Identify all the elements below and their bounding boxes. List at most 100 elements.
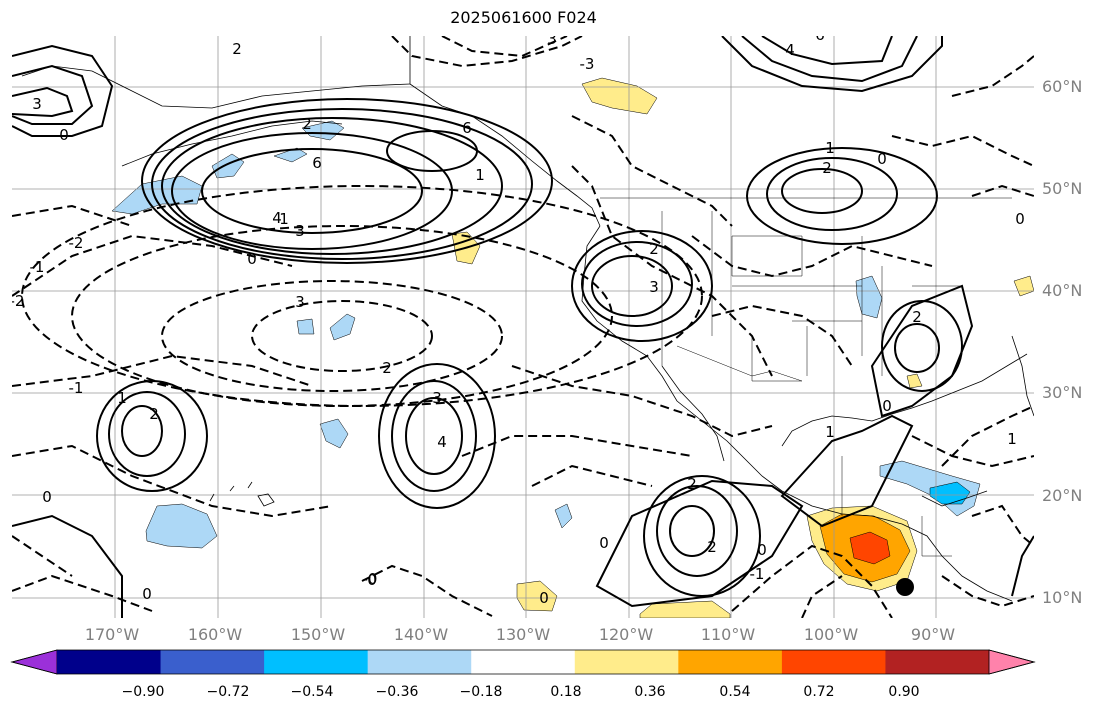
colorbar-tick: −0.18 <box>459 684 503 700</box>
colorbar-segment <box>367 650 472 674</box>
blue-patch-10 <box>855 275 883 319</box>
contour-label: -2 <box>12 292 24 310</box>
lon-label: 140°W <box>393 625 449 644</box>
colorbar-segment <box>264 650 369 674</box>
contour-label: 0 <box>247 250 257 268</box>
map-panel[interactable]: 00000000000111111222222222333333444666-1… <box>12 36 1034 618</box>
colorbar-max-extension <box>988 649 1036 675</box>
contour-label: 6 <box>462 119 472 137</box>
contour-label: 2 <box>649 240 659 258</box>
colorbar-tick: 0.54 <box>719 684 751 700</box>
blue-patch-9 <box>554 503 573 529</box>
contour-label: 2 <box>912 308 922 326</box>
contour-label: 0 <box>42 488 52 506</box>
colorbar-tick: −0.36 <box>375 684 419 700</box>
contour-label: 6 <box>815 36 825 44</box>
contour-label: 2 <box>707 538 717 556</box>
colorbar-tick: 0.72 <box>803 684 835 700</box>
contour-label: 4 <box>272 209 282 227</box>
contour-label: 3 <box>32 95 42 113</box>
contour-label: -0 <box>363 570 378 588</box>
lat-label: 60°N <box>1042 77 1083 96</box>
lat-label: 10°N <box>1042 588 1083 607</box>
blue-patch-6 <box>329 313 356 341</box>
contour-label: 3 <box>295 222 305 240</box>
contour-label: 3 <box>432 389 442 407</box>
lon-label: 120°W <box>598 625 654 644</box>
contour-label: 0 <box>59 126 69 144</box>
colorbar-segment <box>678 650 783 674</box>
contour-label: 2 <box>687 475 697 493</box>
colorbar-segment <box>160 650 265 674</box>
contour-label: 0 <box>599 534 609 552</box>
coastlines <box>21 36 1034 602</box>
colorbar-segment <box>885 650 990 674</box>
lat-label: 40°N <box>1042 281 1083 300</box>
contour-label: 4 <box>785 41 795 59</box>
lon-label: 110°W <box>700 625 756 644</box>
storm-center-marker <box>896 578 914 596</box>
lon-label: 160°W <box>187 625 243 644</box>
contour-label: -2 <box>69 234 84 252</box>
blue-patch-5 <box>296 318 315 335</box>
colorbar-outline <box>10 649 1036 675</box>
lon-label: 100°W <box>803 625 859 644</box>
shading-layer <box>111 77 1034 618</box>
borders <box>600 197 1012 557</box>
colorbar-segment <box>574 650 679 674</box>
colorbar-tick: 0.36 <box>634 684 666 700</box>
contour-label: 1 <box>825 139 835 157</box>
contour-label: 1 <box>1007 430 1017 448</box>
contour-label: 0 <box>367 571 377 589</box>
lat-label: 50°N <box>1042 179 1083 198</box>
contour-label: 2 <box>302 115 312 133</box>
contour-label: 0 <box>877 150 887 168</box>
contour-label: 1 <box>117 389 127 407</box>
colorbar-segments <box>10 649 1036 675</box>
colorbar-segment <box>471 650 576 674</box>
colorbar <box>10 649 1036 675</box>
contour-label: 3 <box>295 293 305 311</box>
contour-label: 6 <box>312 154 322 172</box>
contour-labels: 00000000000111111222222222333333444666-1… <box>12 36 1025 607</box>
yellow-patch-6 <box>906 373 923 389</box>
colorbar-tick: −0.72 <box>206 684 250 700</box>
colorbar-segment <box>57 650 162 674</box>
contour-label: -1 <box>69 379 84 397</box>
colorbar-tick: −0.90 <box>121 684 165 700</box>
contour-label: -1 <box>750 565 765 583</box>
lon-label: 130°W <box>495 625 551 644</box>
contour-label: 1 <box>825 423 835 441</box>
blue-patch-8 <box>145 503 218 549</box>
contour-label: 4 <box>437 433 447 451</box>
lon-label: 90°W <box>910 625 956 644</box>
lat-label: 30°N <box>1042 383 1083 402</box>
contour-label: 2 <box>382 359 392 377</box>
contour-label: 2 <box>822 159 832 177</box>
blue-patch-1 <box>111 175 203 215</box>
contour-label: 3 <box>649 278 659 296</box>
contour-label: 1 <box>475 166 485 184</box>
contour-label: 0 <box>1015 210 1025 228</box>
lon-label: 170°W <box>84 625 140 644</box>
contours-positive <box>12 36 1034 618</box>
contour-label: 2 <box>149 405 159 423</box>
contour-label: 2 <box>232 40 242 58</box>
red-patch <box>849 531 891 565</box>
lat-label: 20°N <box>1042 486 1083 505</box>
contour-label: 0 <box>757 541 767 559</box>
contour-label: -3 <box>580 55 595 73</box>
contour-label: 0 <box>142 585 152 603</box>
colorbar-min-extension <box>10 649 58 675</box>
blue-patch-7 <box>319 418 349 449</box>
colorbar-segment <box>781 650 886 674</box>
colorbar-tick: 0.18 <box>550 684 582 700</box>
colorbar-tick: 0.90 <box>888 684 920 700</box>
graticule <box>12 36 1034 618</box>
contour-label: 0 <box>882 397 892 415</box>
contour-label: -1 <box>30 258 45 276</box>
cyan-patch <box>929 481 971 505</box>
map-title: 2025061600 F024 <box>450 8 597 27</box>
lon-label: 150°W <box>290 625 346 644</box>
map-canvas: 00000000000111111222222222333333444666-1… <box>12 36 1034 618</box>
